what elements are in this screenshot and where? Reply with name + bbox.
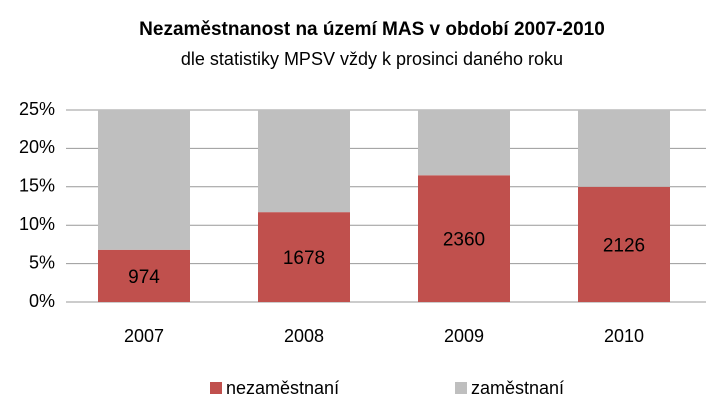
- legend-swatch: [455, 382, 467, 394]
- y-tick-label: 15%: [19, 176, 55, 196]
- y-tick-label: 10%: [19, 214, 55, 234]
- bar-segment: [258, 212, 350, 302]
- data-label: 2360: [443, 230, 485, 251]
- bar-segment: [98, 249, 190, 302]
- bar-segment: [578, 186, 670, 302]
- x-tick-label: 2009: [444, 326, 484, 346]
- data-label: 2126: [603, 235, 645, 256]
- bar-segment: [418, 175, 510, 302]
- y-tick-label: 25%: [19, 99, 55, 119]
- bar-segment: [418, 110, 510, 176]
- bar-segment: [258, 110, 350, 213]
- y-tick-label: 5%: [29, 252, 55, 272]
- x-tick-label: 2007: [124, 326, 164, 346]
- chart-subtitle: dle statistiky MPSV vždy k prosinci dané…: [181, 49, 563, 69]
- data-label: 974: [128, 267, 160, 288]
- chart-title: Nezaměstnanost na území MAS v období 200…: [139, 19, 605, 40]
- data-label: 1678: [283, 248, 325, 269]
- legend-label: zaměstnaní: [471, 378, 564, 398]
- x-tick-label: 2010: [604, 326, 644, 346]
- y-tick-label: 0%: [29, 291, 55, 311]
- x-tick-label: 2008: [284, 326, 324, 346]
- y-tick-label: 20%: [19, 137, 55, 157]
- bar-segment: [578, 110, 670, 187]
- legend-label: nezaměstnaní: [226, 378, 339, 398]
- bar-segment: [98, 110, 190, 250]
- legend-swatch: [210, 382, 222, 394]
